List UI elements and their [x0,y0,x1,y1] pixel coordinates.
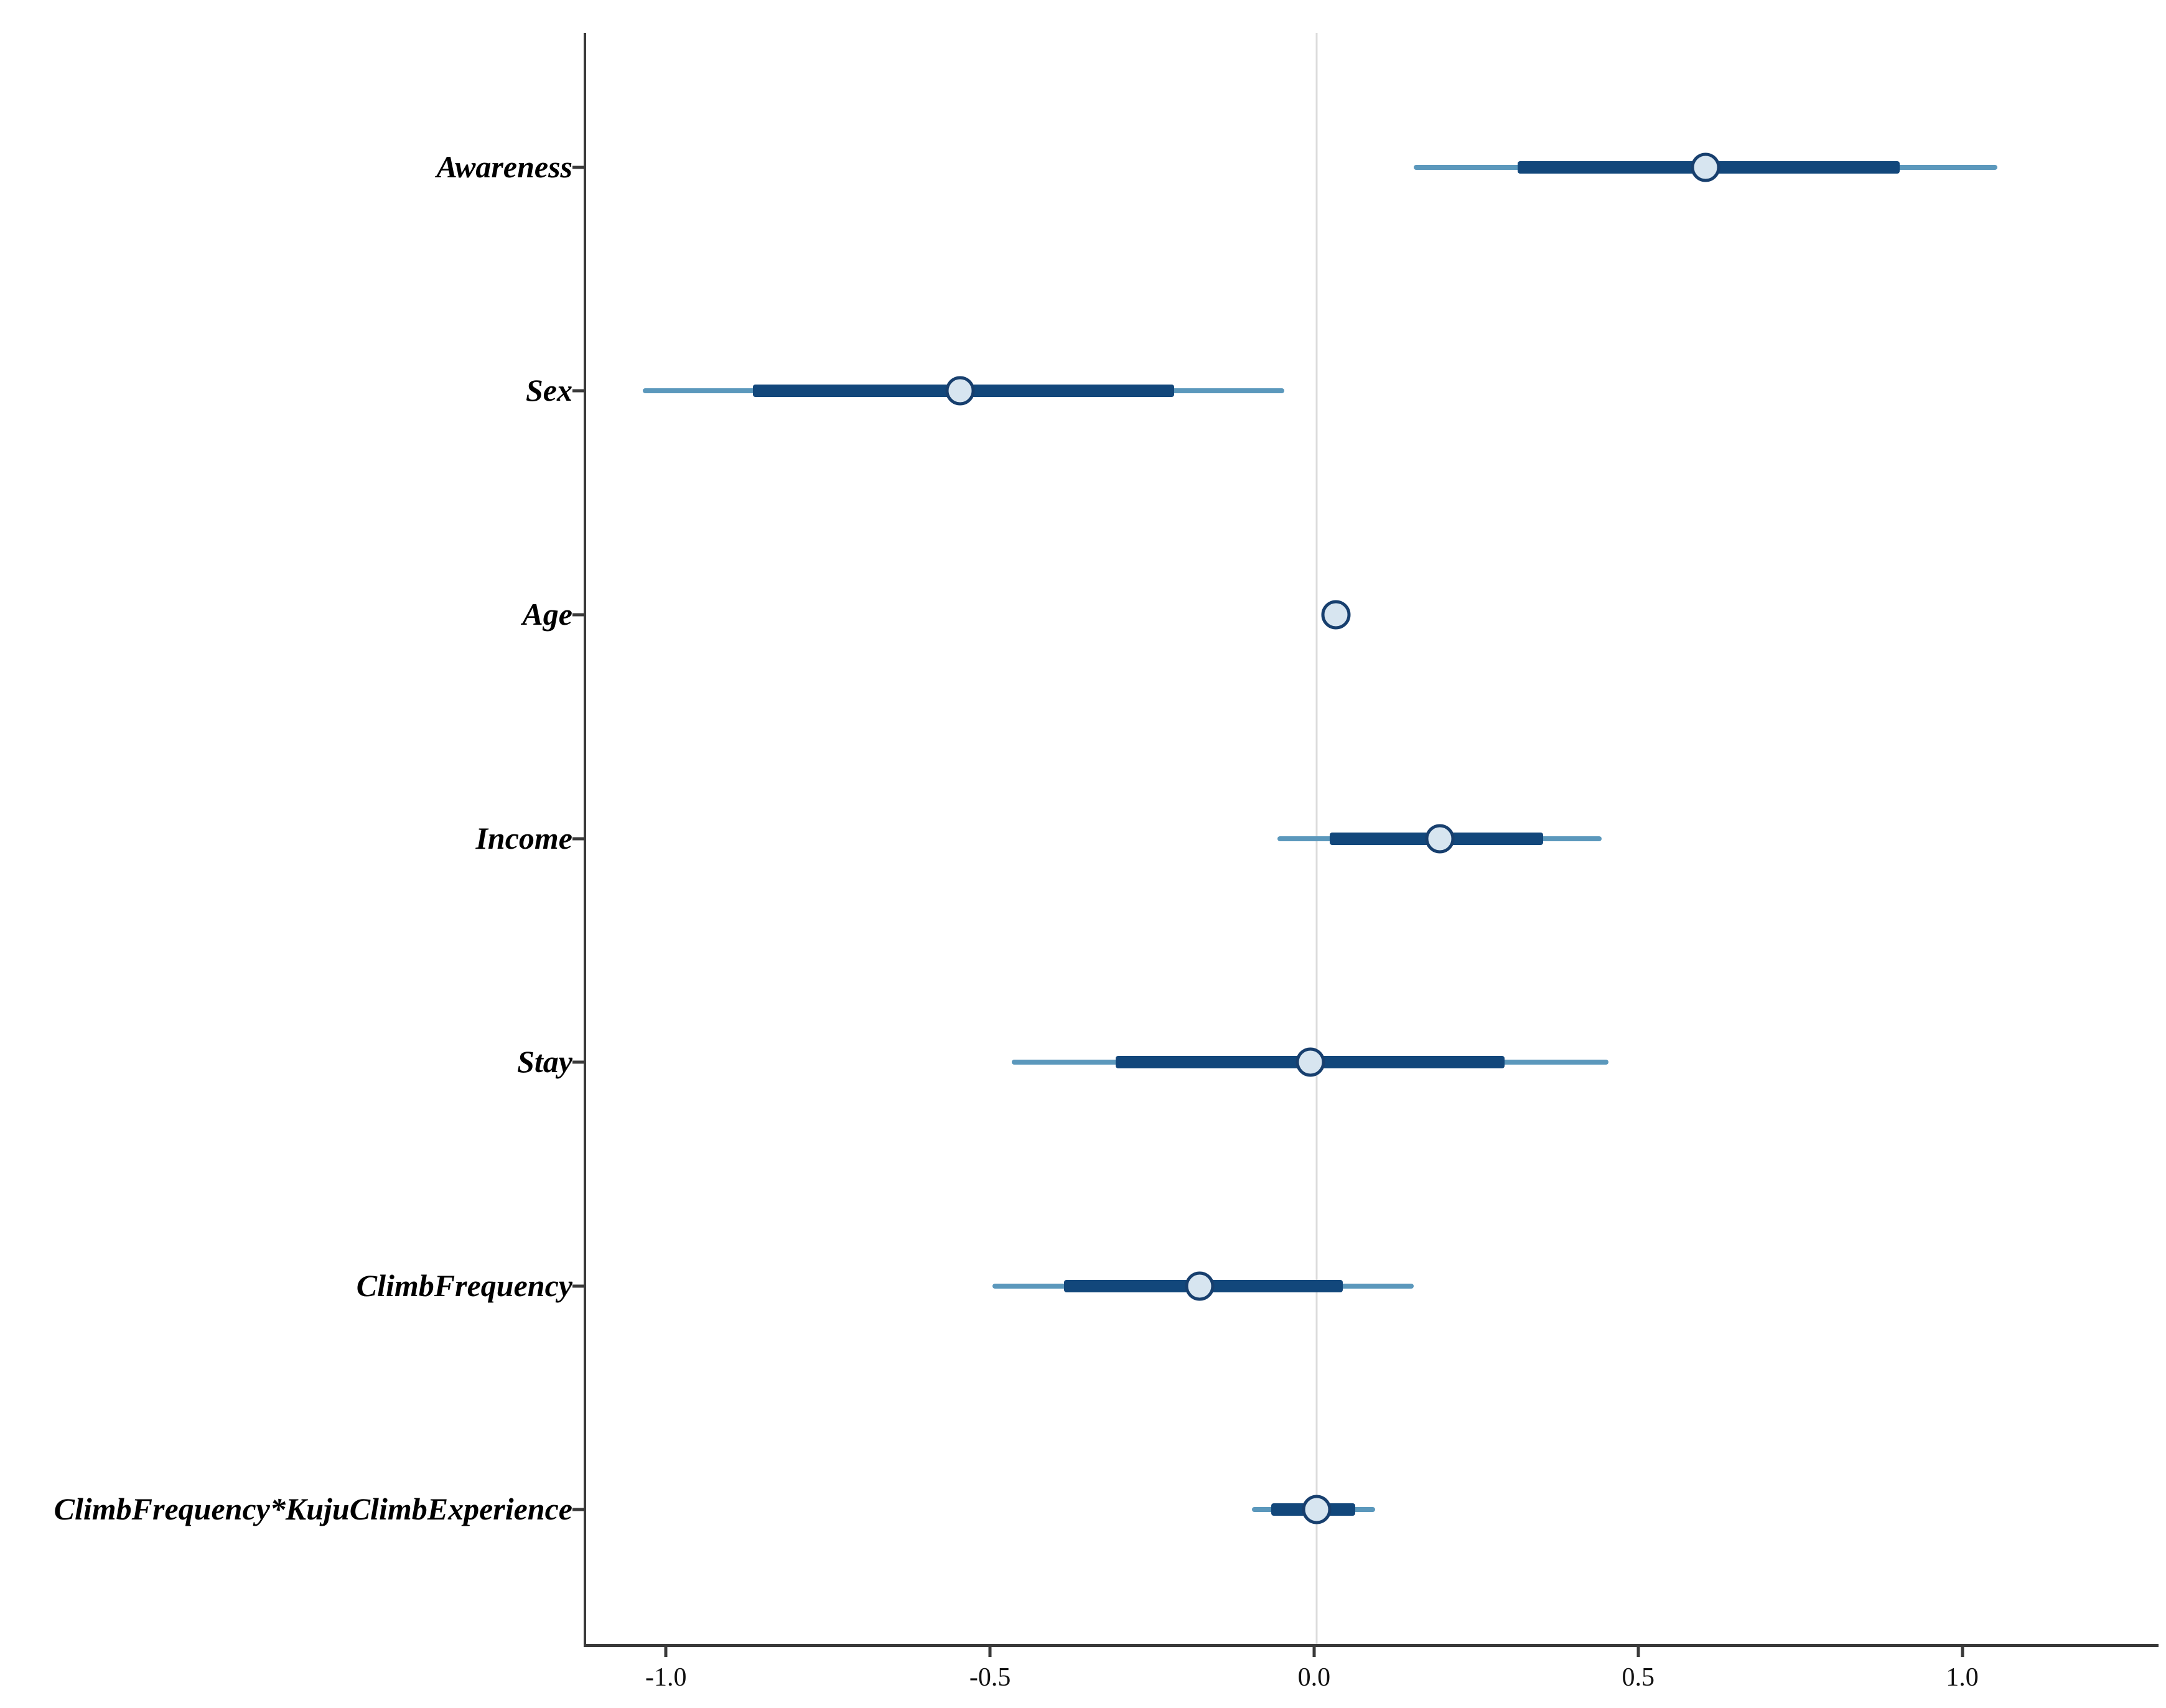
estimate-point [1425,824,1455,853]
y-axis-label: Income [475,820,572,856]
y-axis-label: Awareness [436,149,572,184]
x-axis-tick [988,1647,992,1657]
y-axis-label: Stay [517,1043,572,1079]
estimate-point [1295,1047,1325,1077]
estimate-point [1185,1271,1215,1301]
estimate-point [1321,600,1351,630]
x-axis-tick-label: 0.5 [1622,1663,1655,1692]
y-axis-tick [572,166,584,169]
x-axis-tick-label: -0.5 [969,1663,1011,1692]
y-axis-label: ClimbFrequency [356,1267,572,1303]
x-axis-tick-label: 1.0 [1946,1663,1979,1692]
estimate-point [1691,152,1720,182]
x-axis-tick [1636,1647,1640,1657]
x-axis-tick [1312,1647,1316,1657]
y-axis-label: ClimbFrequency*KujuClimbExperience [54,1491,572,1527]
x-axis-tick [664,1647,668,1657]
y-axis-tick [572,837,584,840]
x-axis-tick-label: 0.0 [1297,1663,1331,1692]
y-axis-tick [572,1284,584,1288]
estimate-point [1302,1495,1332,1524]
plot-panel [584,33,2159,1647]
y-axis-tick [572,1508,584,1511]
y-axis-tick [572,389,584,393]
y-axis-label: Age [522,596,572,632]
x-axis-tick [1961,1647,1964,1657]
estimate-point [945,376,975,406]
y-axis-tick [572,613,584,617]
y-axis-label: Sex [526,373,572,408]
x-axis-tick-label: -1.0 [645,1663,687,1692]
y-axis-tick [572,1060,584,1064]
